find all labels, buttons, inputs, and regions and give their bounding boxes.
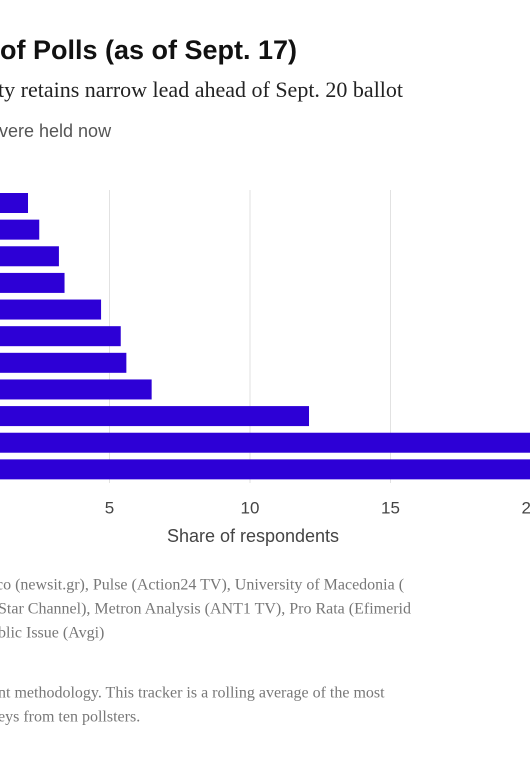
bar [0, 246, 59, 267]
bar [0, 326, 121, 347]
bar [0, 432, 530, 453]
bar [0, 352, 127, 373]
note-line: nt methodology. This tracker is a rollin… [0, 685, 385, 702]
x-tick-label: 10 [241, 498, 260, 517]
x-axis-label: Share of respondents [167, 526, 339, 546]
chart-question: vere held now [0, 121, 112, 141]
chart-title: of Polls (as of Sept. 17) [0, 35, 297, 65]
note-line: eys from ten pollsters. [0, 709, 140, 726]
x-tick-label: 5 [105, 498, 114, 517]
bar [0, 193, 29, 213]
x-tick-label: 20 [522, 498, 530, 517]
source-line: blic Issue (Avgi) [0, 625, 104, 642]
bar [0, 272, 65, 293]
bar [0, 219, 40, 240]
bar [0, 299, 102, 320]
bar [0, 406, 310, 427]
chart-subtitle: ty retains narrow lead ahead of Sept. 20… [0, 77, 403, 102]
source-line: Star Channel), Metron Analysis (ANT1 TV)… [0, 601, 411, 618]
source-line: co (newsit.gr), Pulse (Action24 TV), Uni… [0, 577, 404, 594]
bar [0, 459, 530, 480]
bar [0, 379, 152, 400]
x-tick-label: 15 [381, 498, 400, 517]
